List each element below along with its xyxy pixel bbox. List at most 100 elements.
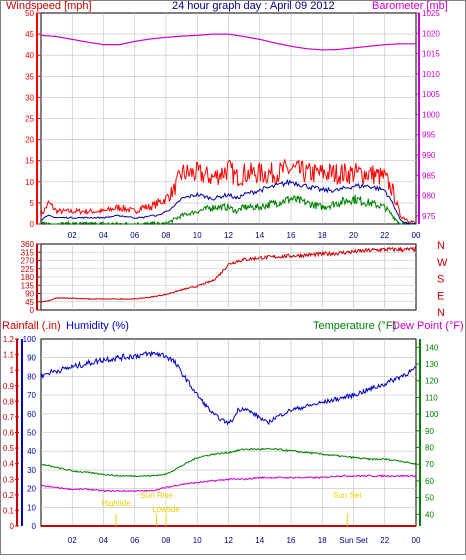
gust-speed-series [40,158,417,224]
rainfall-axis-label: Rainfall (.in) [2,320,61,332]
barometer-tick-label: 995 [422,131,436,140]
wind-direction-series [40,246,417,303]
rainfall-tick-label: 0.3 [3,475,15,484]
wind-x-tick-label: 16 [287,231,296,240]
windspeed-tick-label: 20 [25,136,34,145]
rainfall-tick-label: 0.8 [3,397,15,406]
barometer-tick-label: 1010 [422,70,440,79]
wind-x-tick-label: 08 [162,231,171,240]
event-label: Sun Rise [140,491,173,500]
humidity-tick-label: 20 [27,485,36,494]
rainfall-tick-label: 0.6 [3,429,15,438]
direction-tick-label: 45 [25,298,34,307]
event-label: Sun Set [333,491,362,500]
humidity-tick-label: 90 [27,354,36,363]
barometer-tick-label: 1020 [422,29,440,38]
humidity-series [40,350,417,426]
barometer-tick-label: 980 [422,192,436,201]
temperature-x-tick-label: 14 [255,536,264,545]
barometer-axis-label: Barometer [mb] [372,0,448,12]
windspeed-tick-label: 30 [25,93,34,102]
temperature-tick-label: 90 [425,427,434,436]
rainfall-tick-label: 1.2 [3,335,15,344]
compass-label: W [437,257,448,269]
temperature-x-tick-label: 06 [130,536,139,545]
temperature-x-tick-label: 22 [380,536,389,545]
barometer-tick-label: 1005 [422,90,440,99]
humidity-tick-label: 100 [23,335,37,344]
temperature-x-tick-label: Sun Set [339,536,368,545]
direction-tick-label: 90 [25,290,34,299]
rainfall-tick-label: 1.1 [3,351,15,360]
humidity-tick-label: 80 [27,372,36,381]
humidity-axis-label: Humidity (%) [66,320,129,332]
wind-x-tick-label: 18 [318,231,327,240]
windspeed-tick-label: 5 [30,199,35,208]
wind-x-tick-label: 12 [224,231,233,240]
temperature-tick-label: 110 [425,393,438,402]
humidity-tick-label: 50 [27,429,36,438]
temperature-x-tick-label: 02 [68,536,77,545]
dewpoint-series [40,474,417,493]
rainfall-tick-label: 0.4 [3,460,15,469]
compass-label: E [437,290,444,302]
wind-x-tick-label: 10 [193,231,202,240]
temperature-x-tick-label: 16 [287,536,296,545]
wind-x-tick-label: 06 [130,231,139,240]
barometer-tick-label: 985 [422,171,436,180]
temperature-axis-label: Temperature (°F) [313,320,396,332]
humidity-tick-label: 0 [32,522,37,531]
rainfall-tick-label: 0.7 [3,413,15,422]
chart-layer: 0510152025303540455097598098599099510001… [3,9,448,545]
direction-tick-label: 270 [21,257,35,266]
compass-label: N [437,307,445,319]
temperature-x-tick-label: 12 [224,536,233,545]
humidity-tick-label: 70 [27,391,36,400]
temperature-tick-label: 50 [425,494,434,503]
barometer-series [40,33,416,51]
temperature-x-tick-label: 10 [193,536,202,545]
humidity-tick-label: 30 [27,466,36,475]
temperature-x-tick-label: 18 [318,536,327,545]
humidity-tick-label: 40 [27,447,36,456]
rainfall-tick-label: 0 [10,522,15,531]
dewpoint-axis-label: Dew Point (°F) [392,320,464,332]
chart-title: 24 hour graph day : April 09 2012 [172,0,335,12]
windspeed-tick-label: 45 [25,30,34,39]
windspeed-tick-label: 40 [25,51,34,60]
temperature-series [41,447,417,478]
temperature-tick-label: 120 [425,377,439,386]
temperature-x-tick-label: 00 [412,536,421,545]
temperature-x-tick-label: 04 [99,536,108,545]
windspeed-tick-label: 50 [25,9,34,18]
windspeed-axis-label: Windspeed [mph] [6,0,92,12]
humidity-tick-label: 60 [27,410,36,419]
windspeed-tick-label: 15 [25,157,34,166]
min-speed-series [40,194,417,226]
wind-x-tick-label: 04 [99,231,108,240]
direction-tick-label: 225 [21,265,35,274]
rainfall-tick-label: 0.5 [3,444,15,453]
temperature-tick-label: 140 [425,343,439,352]
temperature-tick-label: 130 [425,360,439,369]
compass-label: N [437,240,445,252]
wind-x-tick-label: 20 [349,231,358,240]
humidity-tick-label: 10 [27,503,36,512]
direction-tick-label: 315 [21,248,35,257]
direction-tick-label: 135 [21,281,35,290]
rainfall-tick-label: 0.2 [3,491,15,500]
rainfall-tick-label: 0.1 [3,506,15,515]
temperature-tick-label: 40 [425,510,434,519]
windspeed-tick-label: 25 [25,115,34,124]
wind-x-tick-label: 00 [412,231,421,240]
direction-tick-label: 0 [30,306,35,315]
rainfall-tick-label: 0.9 [3,382,15,391]
barometer-tick-label: 1015 [422,50,440,59]
temperature-tick-label: 100 [425,410,439,419]
average-speed-series [40,178,417,225]
barometer-tick-label: 1025 [422,9,440,18]
wind-x-tick-label: 02 [68,231,77,240]
